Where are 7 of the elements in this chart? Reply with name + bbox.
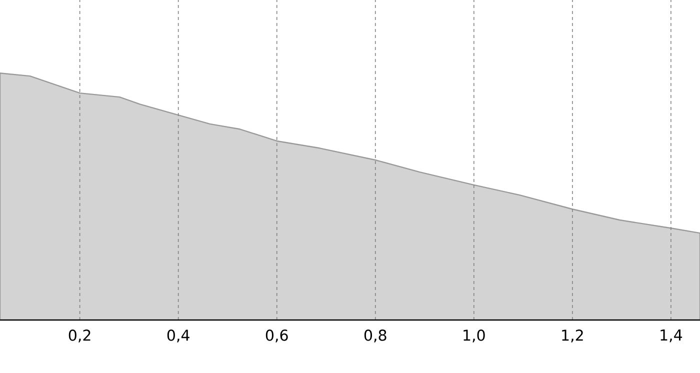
x-tick-label: 0,6: [266, 330, 288, 342]
x-tick-label: 0,8: [364, 330, 386, 342]
x-tick-label: 1,4: [660, 330, 682, 342]
x-tick-label: 0,2: [68, 330, 90, 342]
x-tick-label: 1,0: [464, 330, 485, 342]
x-tick-label: 0,4: [167, 330, 190, 342]
x-tick-label: 1,2: [562, 330, 583, 342]
